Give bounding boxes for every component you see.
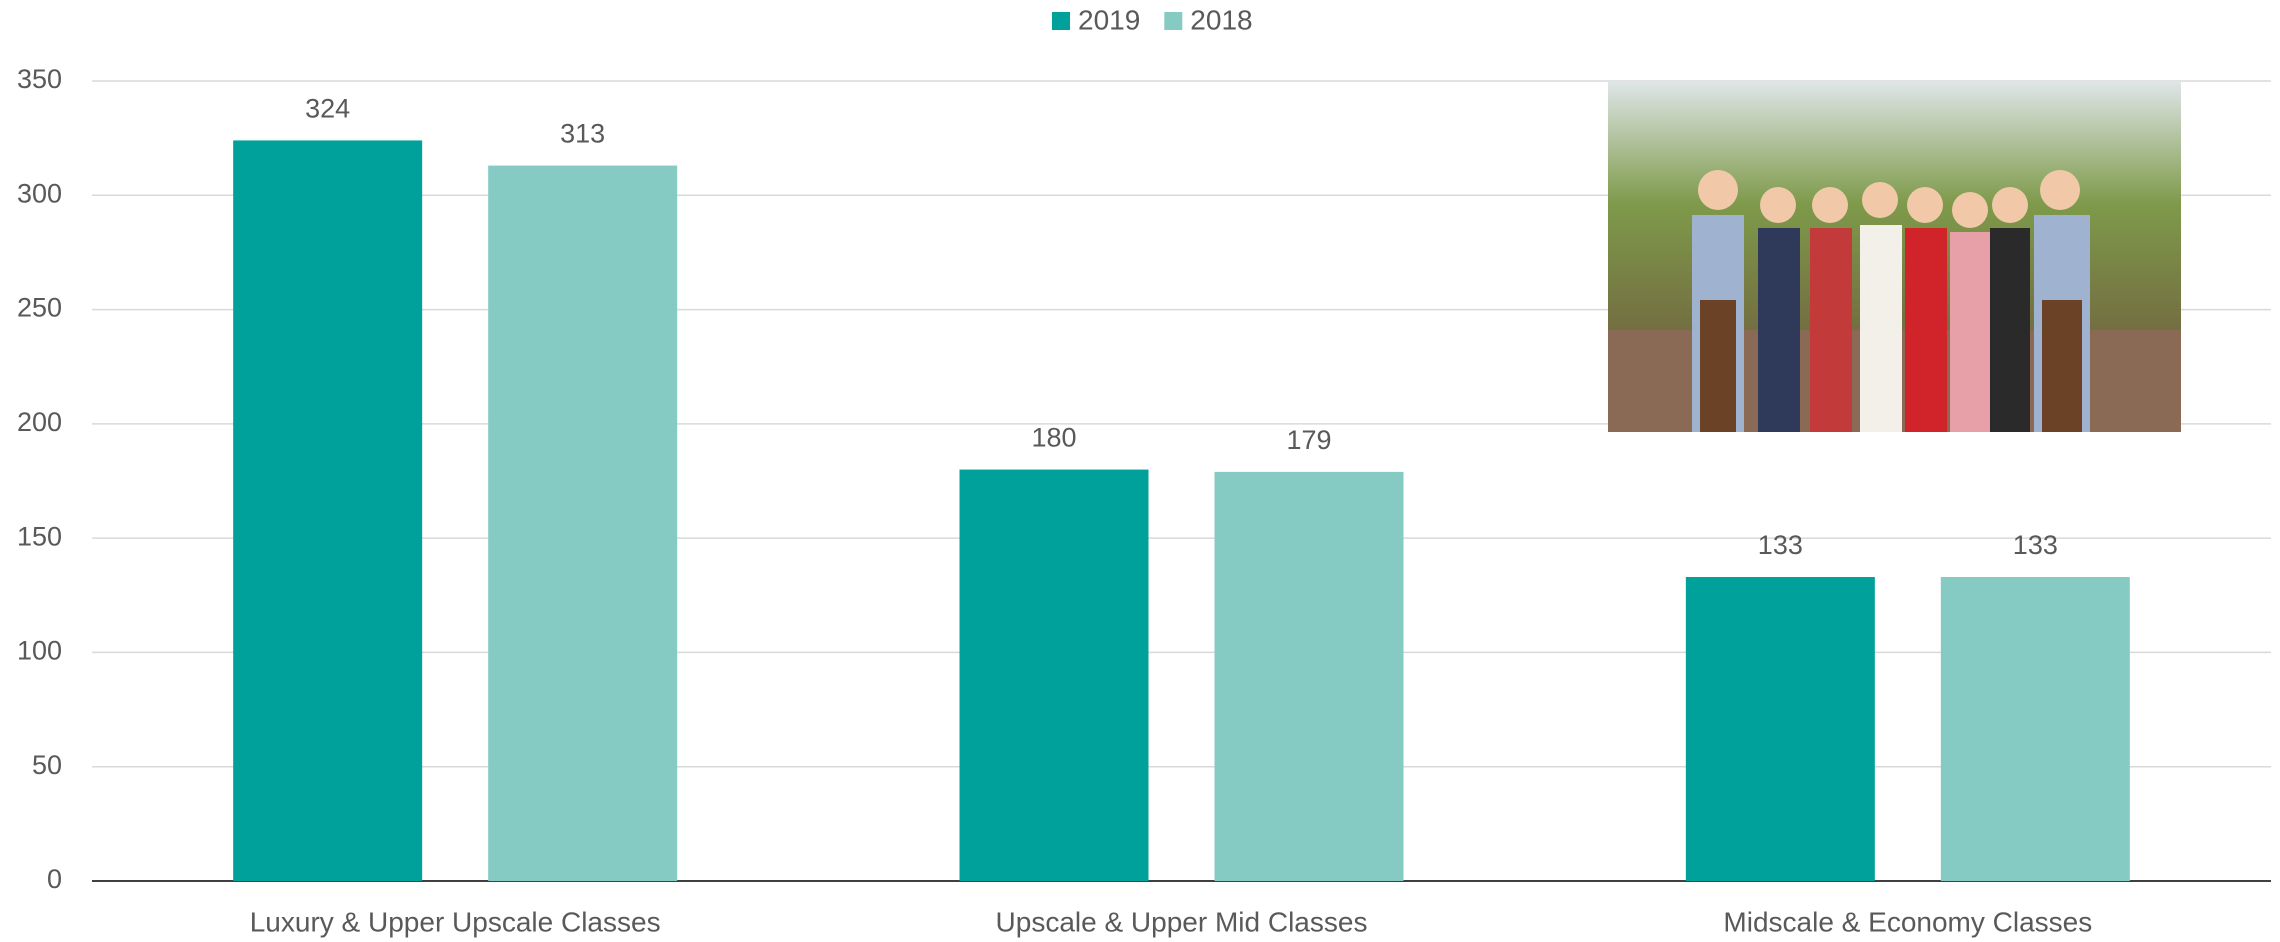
y-tick-label: 0	[47, 864, 62, 894]
bar	[488, 165, 678, 882]
legend-swatch	[1052, 12, 1070, 30]
y-tick-label: 250	[17, 293, 62, 323]
data-label: 133	[2013, 530, 2058, 560]
data-label: 180	[1031, 423, 1076, 453]
data-label: 133	[1758, 530, 1803, 560]
photo	[1608, 81, 2181, 432]
x-tick-label: Upscale & Upper Mid Classes	[996, 906, 1368, 937]
y-tick-label: 300	[17, 178, 62, 208]
y-tick-label: 200	[17, 407, 62, 437]
bar	[959, 469, 1149, 881]
y-tick-label: 350	[17, 64, 62, 94]
legend-swatch	[1164, 12, 1183, 30]
x-tick-label: Luxury & Upper Upscale Classes	[250, 906, 661, 937]
data-label: 313	[560, 119, 605, 149]
bar	[233, 140, 423, 881]
data-label: 179	[1286, 425, 1331, 455]
data-label: 324	[305, 94, 350, 124]
bar	[1214, 471, 1404, 881]
y-tick-label: 100	[17, 636, 62, 666]
legend-label: 2018	[1190, 4, 1252, 35]
bar	[1940, 577, 2130, 881]
bar	[1685, 577, 1875, 881]
x-tick-label: Midscale & Economy Classes	[1723, 906, 2092, 937]
legend-label: 2019	[1078, 4, 1140, 35]
y-tick-label: 50	[32, 750, 62, 780]
y-tick-label: 150	[17, 521, 62, 551]
